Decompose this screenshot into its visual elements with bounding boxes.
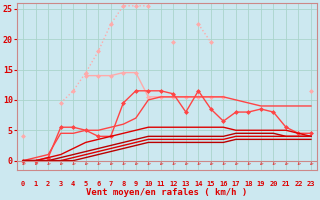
- X-axis label: Vent moyen/en rafales ( km/h ): Vent moyen/en rafales ( km/h ): [86, 188, 248, 197]
